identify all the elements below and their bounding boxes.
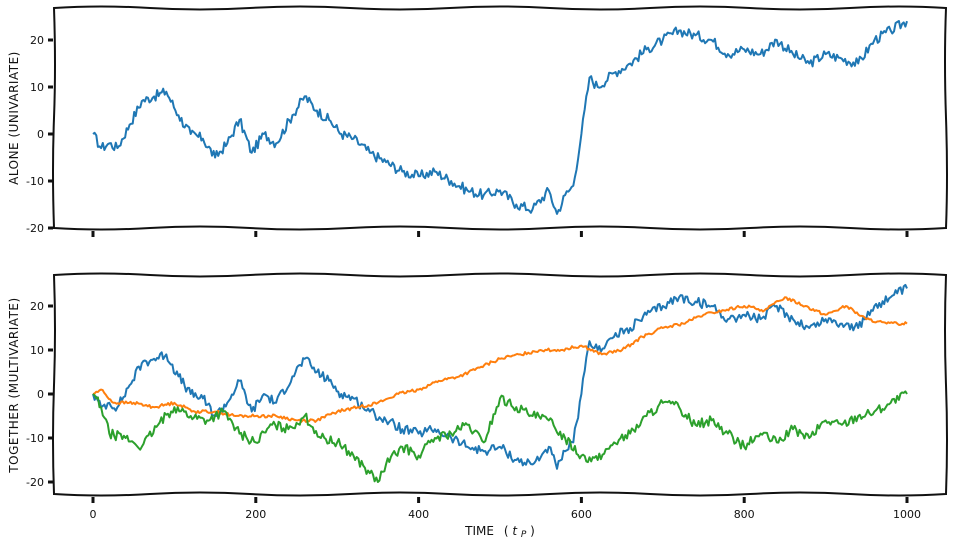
xlabel-paren-close: ) bbox=[530, 524, 535, 538]
top-series bbox=[92, 20, 908, 215]
bottom-ylabel: TOGETHER (MULTIVARIATE) bbox=[7, 297, 21, 473]
xtick-label: 600 bbox=[571, 508, 592, 521]
ytick-label: 20 bbox=[30, 34, 44, 47]
top-ylabel: ALONE (UNIVARIATE) bbox=[7, 51, 21, 185]
ytick-label: -10 bbox=[26, 175, 44, 188]
xtick-label: 1000 bbox=[893, 508, 921, 521]
xlabel-sub: P bbox=[521, 530, 527, 540]
xtick-label: 400 bbox=[408, 508, 429, 521]
ytick-label: 0 bbox=[37, 388, 44, 401]
top-axes-frame bbox=[52, 5, 948, 231]
bottom-xlabel: TIME ( t P ) bbox=[464, 524, 535, 540]
bottom-xticks: 0 200 400 600 800 1000 bbox=[90, 497, 921, 521]
xlabel-paren-open: ( bbox=[504, 524, 509, 538]
ytick-label: 10 bbox=[30, 81, 44, 94]
bottom-series bbox=[92, 283, 908, 483]
bottom-yticks: 20 10 0 -10 -20 bbox=[26, 300, 53, 489]
ytick-label: -20 bbox=[26, 476, 44, 489]
xtick-label: 800 bbox=[734, 508, 755, 521]
top-yticks: 20 10 0 -10 -20 bbox=[26, 34, 53, 235]
ytick-label: -20 bbox=[26, 222, 44, 235]
series-line-green bbox=[92, 390, 908, 483]
series-line-blue bbox=[92, 283, 908, 470]
xtick-label: 0 bbox=[90, 508, 97, 521]
xtick-label: 200 bbox=[245, 508, 266, 521]
bottom-axes: 20 10 0 -10 -20 0 200 400 600 800 1000 TOGETHER (… bbox=[7, 272, 948, 540]
ytick-label: 20 bbox=[30, 300, 44, 313]
xlabel-t: t bbox=[512, 524, 518, 538]
series-line-univariate bbox=[92, 20, 908, 215]
top-xticks bbox=[91, 231, 909, 237]
xlabel-main: TIME bbox=[464, 524, 494, 538]
ytick-label: -10 bbox=[26, 432, 44, 445]
top-axes: 20 10 0 -10 -20 ALONE (UNIVARIATE) bbox=[7, 5, 948, 237]
bottom-axes-frame bbox=[52, 272, 948, 497]
series-line-orange bbox=[92, 296, 908, 423]
ytick-label: 10 bbox=[30, 344, 44, 357]
ytick-label: 0 bbox=[37, 128, 44, 141]
